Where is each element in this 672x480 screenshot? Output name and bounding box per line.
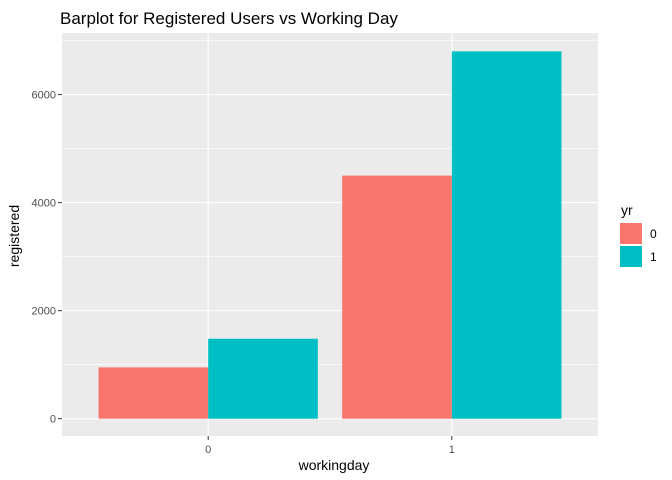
- bar-workingday-0-yr-0: [98, 367, 209, 419]
- x-axis-title: workingday: [298, 457, 370, 473]
- bars-group: [98, 51, 562, 419]
- y-axis: 0 2000 4000 6000: [32, 90, 62, 426]
- legend-key-yr-1: [620, 246, 642, 267]
- legend-label-yr-0: 0: [650, 227, 657, 241]
- y-tick-label: 2000: [32, 306, 56, 318]
- x-tick-label: 0: [205, 444, 211, 456]
- legend-key-yr-0: [620, 223, 642, 244]
- y-tick-label: 6000: [32, 90, 56, 102]
- bar-workingday-1-yr-1: [451, 51, 562, 419]
- y-tick-label: 0: [50, 414, 56, 426]
- legend: yr 0 1: [620, 202, 657, 267]
- chart-title: Barplot for Registered Users vs Working …: [60, 9, 398, 28]
- legend-title: yr: [621, 202, 633, 218]
- x-tick-label: 1: [449, 444, 455, 456]
- bar-workingday-1-yr-0: [342, 175, 452, 419]
- y-axis-title: registered: [6, 205, 22, 267]
- legend-label-yr-1: 1: [650, 250, 657, 264]
- y-tick-label: 4000: [32, 198, 56, 210]
- bar-workingday-0-yr-1: [208, 338, 318, 419]
